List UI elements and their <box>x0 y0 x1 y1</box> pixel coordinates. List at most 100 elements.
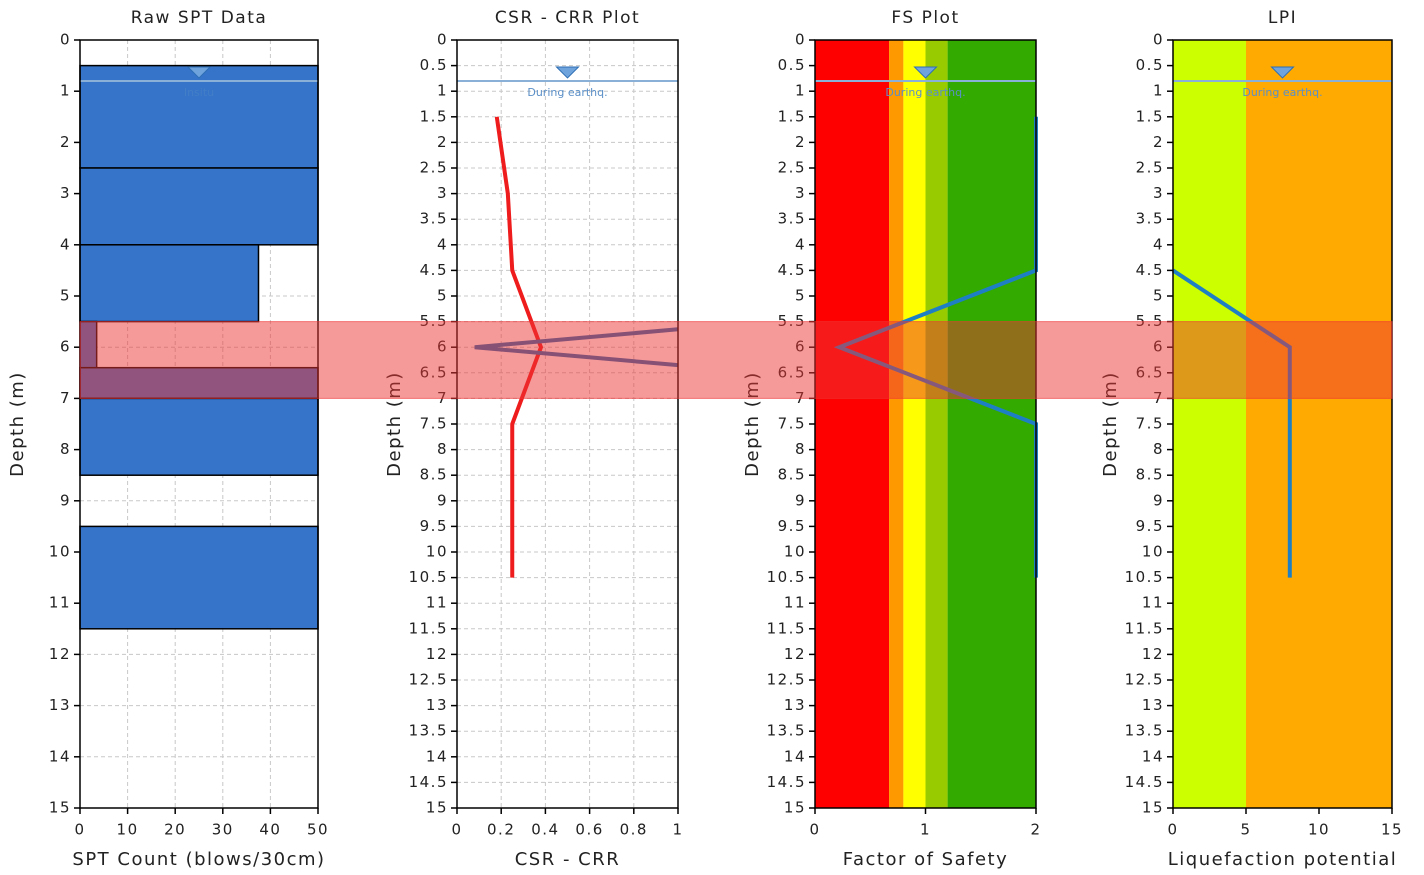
y-tick-label: 7.5 <box>778 415 806 433</box>
highlight-band <box>79 321 1393 399</box>
y-tick-label: 11 <box>1142 594 1164 612</box>
y-tick-label: 1 <box>60 82 71 100</box>
y-tick-label: 11.5 <box>1125 619 1164 637</box>
x-tick-label: 50 <box>307 821 329 839</box>
y-tick-label: 8.5 <box>420 466 448 484</box>
y-tick-label: 9.5 <box>420 517 448 535</box>
plot-frame <box>79 39 319 809</box>
y-tick-label: 14.5 <box>409 773 448 791</box>
x-tick-label: 10 <box>1308 821 1330 839</box>
y-tick-label: 1.5 <box>1136 107 1164 125</box>
y-tick-label: 12 <box>49 645 71 663</box>
panel: During earthq.00.511.522.533.544.555.566… <box>384 8 683 870</box>
y-tick-label: 14 <box>784 747 806 765</box>
y-tick-label: 4.5 <box>1136 261 1164 279</box>
y-tick-label: 9 <box>60 491 71 509</box>
y-tick-label: 1 <box>795 82 806 100</box>
zone <box>947 40 1036 808</box>
y-tick-label: 6 <box>60 338 71 356</box>
x-tick-label: 0 <box>451 821 462 839</box>
y-tick-label: 11 <box>784 594 806 612</box>
y-tick-label: 11.5 <box>767 619 806 637</box>
x-tick-label: 1 <box>672 821 683 839</box>
y-tick-label: 15 <box>426 799 448 817</box>
x-tick-label: 0.4 <box>531 821 559 839</box>
panel-title: Raw SPT Data <box>131 8 268 28</box>
y-tick-label: 0 <box>437 31 448 49</box>
y-tick-label: 14 <box>49 747 71 765</box>
y-tick-label: 1.5 <box>778 107 806 125</box>
y-tick-label: 13 <box>426 696 448 714</box>
y-tick-label: 13.5 <box>1125 722 1164 740</box>
zone <box>889 40 904 808</box>
y-tick-label: 4 <box>437 235 448 253</box>
y-tick-label: 2.5 <box>1136 159 1164 177</box>
panel-title: LPI <box>1268 8 1297 28</box>
y-tick-label: 3 <box>60 184 71 202</box>
water-table-label: Insitu <box>184 86 214 99</box>
y-tick-label: 0.5 <box>420 56 448 74</box>
y-tick-label: 4.5 <box>420 261 448 279</box>
y-tick-label: 0.5 <box>1136 56 1164 74</box>
y-tick-label: 4.5 <box>778 261 806 279</box>
y-tick-label: 13 <box>1142 696 1164 714</box>
zone <box>815 40 890 808</box>
bar <box>79 167 319 246</box>
y-tick-label: 11 <box>426 594 448 612</box>
y-tick-label: 0 <box>60 31 71 49</box>
y-tick-label: 2 <box>60 133 71 151</box>
y-tick-label: 7 <box>60 389 71 407</box>
x-tick-label: 0.8 <box>620 821 648 839</box>
y-tick-label: 1.5 <box>420 107 448 125</box>
zone <box>1246 40 1392 808</box>
y-tick-label: 3.5 <box>420 210 448 228</box>
y-tick-label: 13.5 <box>767 722 806 740</box>
y-tick-label: 9.5 <box>778 517 806 535</box>
zone <box>903 40 926 808</box>
x-tick-label: 0 <box>74 821 85 839</box>
y-tick-label: 10.5 <box>409 568 448 586</box>
y-tick-label: 13.5 <box>409 722 448 740</box>
y-tick-label: 15 <box>1142 799 1164 817</box>
y-tick-label: 2.5 <box>420 159 448 177</box>
y-tick-label: 14.5 <box>767 773 806 791</box>
y-tick-label: 14 <box>1142 747 1164 765</box>
y-tick-label: 10.5 <box>767 568 806 586</box>
panel: During earthq.00.511.522.533.544.555.566… <box>1100 8 1402 870</box>
y-tick-label: 2 <box>1153 133 1164 151</box>
y-tick-label: 8 <box>1153 440 1164 458</box>
zone <box>925 40 948 808</box>
x-axis-label: CSR - CRR <box>515 849 621 870</box>
y-tick-label: 12.5 <box>1125 671 1164 689</box>
x-tick-label: 30 <box>212 821 234 839</box>
y-tick-label: 8 <box>60 440 71 458</box>
y-tick-label: 14 <box>426 747 448 765</box>
y-tick-label: 10.5 <box>1125 568 1164 586</box>
water-marker <box>186 66 212 79</box>
y-tick-label: 12 <box>1142 645 1164 663</box>
y-tick-label: 8.5 <box>1136 466 1164 484</box>
water-marker <box>1270 66 1295 79</box>
x-tick-label: 40 <box>259 821 281 839</box>
y-tick-label: 14.5 <box>1125 773 1164 791</box>
x-tick-label: 20 <box>164 821 186 839</box>
y-axis-label: Depth (m) <box>7 371 28 477</box>
y-tick-label: 5 <box>1153 287 1164 305</box>
panel-title: FS Plot <box>891 8 959 28</box>
y-tick-label: 5 <box>795 287 806 305</box>
x-tick-label: 5 <box>1240 821 1251 839</box>
y-tick-label: 0.5 <box>778 56 806 74</box>
y-tick-label: 10 <box>1142 543 1164 561</box>
y-tick-label: 10 <box>784 543 806 561</box>
water-marker <box>913 66 938 79</box>
x-tick-label: 0 <box>809 821 820 839</box>
y-tick-label: 15 <box>49 799 71 817</box>
plot-frame <box>456 39 679 809</box>
y-tick-label: 9.5 <box>1136 517 1164 535</box>
x-axis-label: Liquefaction potential <box>1168 849 1397 870</box>
y-tick-label: 2.5 <box>778 159 806 177</box>
y-tick-label: 7.5 <box>420 415 448 433</box>
y-tick-label: 3 <box>437 184 448 202</box>
y-tick-label: 4 <box>60 235 71 253</box>
